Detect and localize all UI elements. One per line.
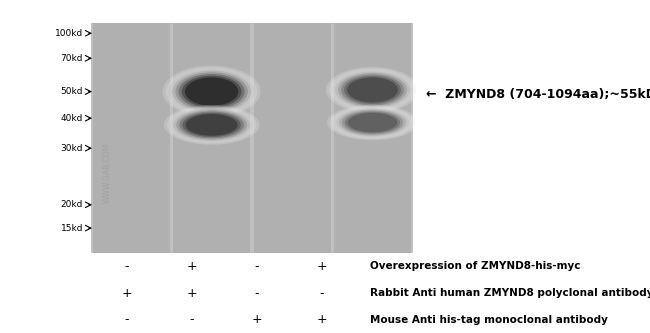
Ellipse shape <box>326 67 419 113</box>
Ellipse shape <box>345 112 400 133</box>
Ellipse shape <box>172 71 251 113</box>
Bar <box>254 23 331 253</box>
Text: -: - <box>255 260 259 273</box>
Bar <box>334 23 411 253</box>
Bar <box>91 23 413 253</box>
Ellipse shape <box>176 110 247 140</box>
Text: 40kd: 40kd <box>61 114 83 123</box>
Text: Mouse Anti his-tag monoclonal antibody: Mouse Anti his-tag monoclonal antibody <box>370 315 608 325</box>
Ellipse shape <box>344 76 401 104</box>
Ellipse shape <box>329 68 416 111</box>
Text: 15kd: 15kd <box>60 223 83 233</box>
Text: -: - <box>255 286 259 300</box>
Text: -: - <box>320 286 324 300</box>
Text: +: + <box>252 313 262 326</box>
Text: Overexpression of ZMYND8-his-myc: Overexpression of ZMYND8-his-myc <box>370 261 581 271</box>
Text: ←  ZMYND8 (704-1094aa);~55kDa: ← ZMYND8 (704-1094aa);~55kDa <box>426 88 650 102</box>
Ellipse shape <box>162 66 261 118</box>
Text: +: + <box>317 313 327 326</box>
Text: -: - <box>125 313 129 326</box>
Ellipse shape <box>335 71 410 109</box>
Text: WWW.GAB.COM: WWW.GAB.COM <box>103 143 112 203</box>
Ellipse shape <box>338 73 407 107</box>
Bar <box>93 23 170 253</box>
Ellipse shape <box>166 67 257 116</box>
Text: Rabbit Anti human ZMYND8 polyclonal antibody: Rabbit Anti human ZMYND8 polyclonal anti… <box>370 288 650 298</box>
Text: 20kd: 20kd <box>61 200 83 209</box>
Ellipse shape <box>164 105 259 145</box>
Ellipse shape <box>176 72 248 111</box>
Text: 70kd: 70kd <box>60 54 83 63</box>
Ellipse shape <box>183 113 240 137</box>
Text: +: + <box>122 286 132 300</box>
Ellipse shape <box>347 77 398 103</box>
Text: -: - <box>125 260 129 273</box>
Ellipse shape <box>173 109 250 141</box>
Text: 100kd: 100kd <box>55 29 83 38</box>
Ellipse shape <box>169 69 254 114</box>
Text: +: + <box>317 260 327 273</box>
Ellipse shape <box>348 113 397 132</box>
Ellipse shape <box>327 105 418 140</box>
Bar <box>173 23 250 253</box>
Ellipse shape <box>179 74 244 109</box>
Ellipse shape <box>167 106 256 144</box>
Ellipse shape <box>339 110 406 136</box>
Ellipse shape <box>330 106 415 139</box>
Ellipse shape <box>342 111 403 135</box>
Ellipse shape <box>182 76 242 108</box>
Text: +: + <box>187 260 197 273</box>
Ellipse shape <box>341 75 404 105</box>
Ellipse shape <box>332 70 413 110</box>
Text: 50kd: 50kd <box>60 87 83 96</box>
Text: +: + <box>187 286 197 300</box>
Ellipse shape <box>185 78 239 106</box>
Ellipse shape <box>333 107 412 138</box>
Ellipse shape <box>186 114 238 136</box>
Ellipse shape <box>170 108 254 142</box>
Ellipse shape <box>179 112 244 138</box>
Ellipse shape <box>336 108 409 137</box>
Text: 30kd: 30kd <box>60 144 83 153</box>
Text: -: - <box>190 313 194 326</box>
